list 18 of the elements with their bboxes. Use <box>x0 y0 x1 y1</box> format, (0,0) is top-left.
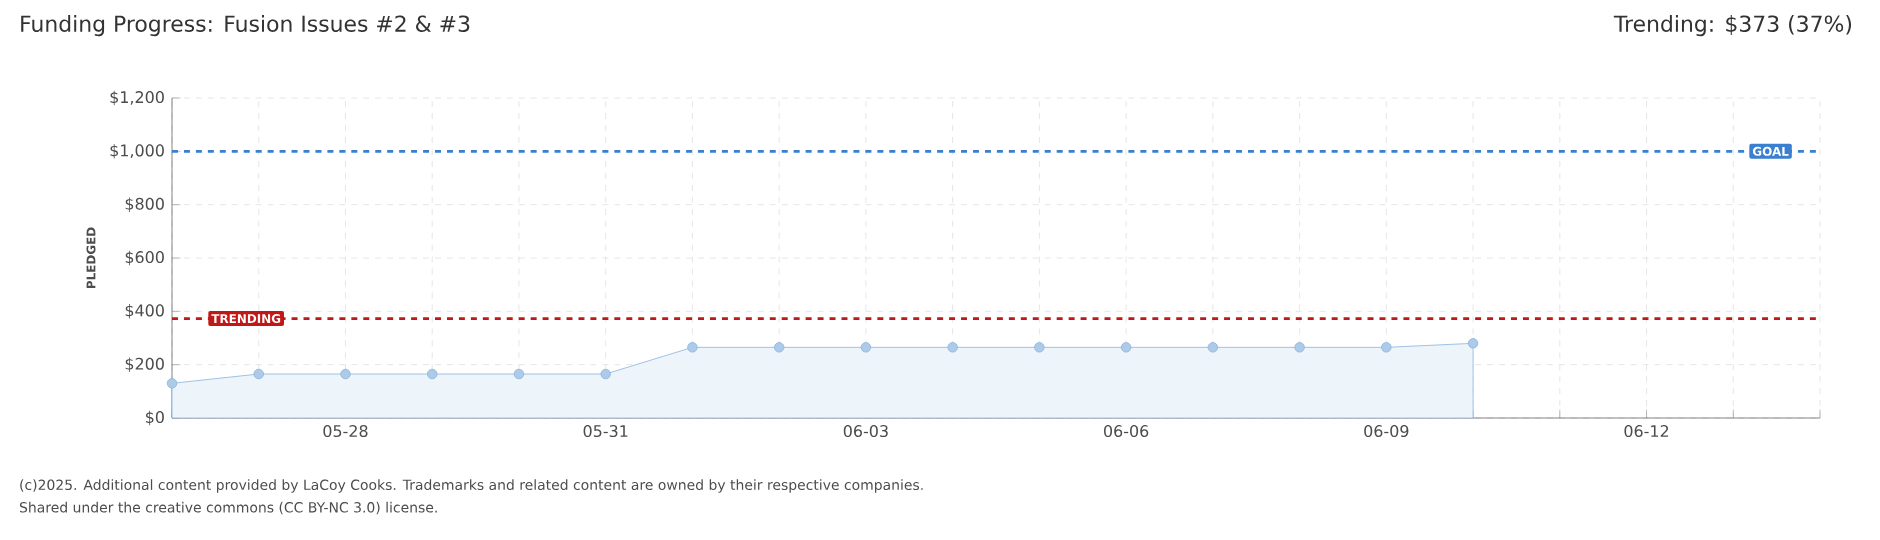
point <box>1294 342 1305 353</box>
point <box>166 378 178 389</box>
point <box>340 368 351 380</box>
point <box>1034 342 1045 353</box>
chart-title: Funding Progress: Fusion Issues #2 & #3 <box>21 15 470 37</box>
point <box>687 342 698 353</box>
point <box>1207 342 1219 353</box>
text: Trending: $373 (37%) <box>1613 15 1852 37</box>
point <box>1467 338 1479 349</box>
point <box>860 342 872 353</box>
point <box>773 342 785 353</box>
point <box>427 368 438 380</box>
point <box>253 368 264 380</box>
point <box>600 368 611 380</box>
point <box>1120 342 1132 353</box>
point <box>1381 342 1392 353</box>
point <box>513 368 525 380</box>
point <box>947 342 958 353</box>
